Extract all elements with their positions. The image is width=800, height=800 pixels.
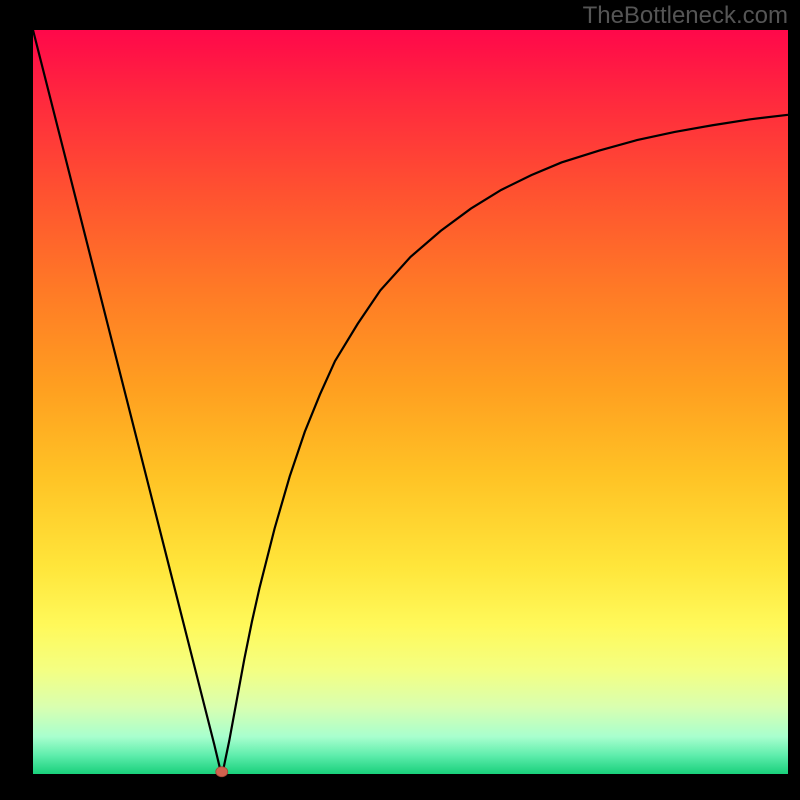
watermark-text: TheBottleneck.com (583, 2, 788, 30)
chart-frame: TheBottleneck.com (0, 0, 800, 800)
plot-background (33, 30, 788, 774)
minimum-marker (216, 767, 228, 777)
bottleneck-chart (0, 0, 800, 800)
